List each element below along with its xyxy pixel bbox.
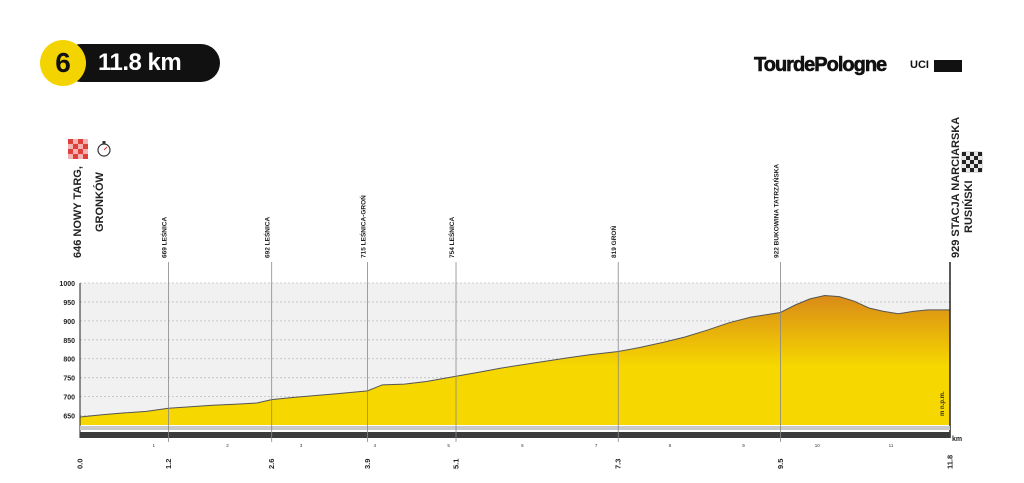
- finish-flag-cell: [966, 160, 970, 164]
- x-minor-tick-label: 5: [447, 443, 450, 448]
- start-flag-cell: [78, 144, 83, 149]
- x-unit-label: km: [952, 436, 962, 443]
- x-minor-tick-label: 8: [669, 443, 672, 448]
- x-km-label: 7.3: [614, 459, 623, 469]
- start-flag-cell: [68, 149, 73, 154]
- finish-flag-cell: [966, 152, 970, 156]
- elevation-line: [79, 294, 950, 418]
- finish-flag-cell: [962, 156, 966, 160]
- finish-flag-cell: [970, 152, 974, 156]
- start-label: 646 NOWY TARG,: [72, 166, 84, 258]
- finish-flag-cell: [978, 164, 982, 168]
- waypoint-label: 715 LEŚNICA-GROŃ: [359, 195, 368, 258]
- y-tick-label: 750: [63, 376, 75, 383]
- y-unit-label: m n.p.m.: [940, 391, 946, 416]
- distance-pill: [62, 44, 220, 82]
- x-km-label: 3.9: [363, 459, 372, 469]
- waypoint-label: 819 GROŃ: [609, 226, 618, 258]
- start-flag-cell: [83, 149, 88, 154]
- finish-flag-cell: [974, 168, 978, 172]
- x-minor-tick-label: 6: [521, 443, 524, 448]
- start-flag-cell: [68, 139, 73, 144]
- y-tick-label: 650: [63, 414, 75, 421]
- waypoint-label: 692 LEŚNICA: [263, 217, 272, 258]
- x-km-label: 5.1: [452, 459, 461, 469]
- start-flag-icon: [68, 139, 88, 159]
- finish-flag-cell: [962, 152, 966, 156]
- start-flag-cell: [68, 144, 73, 149]
- x-km-label: 0.0: [76, 459, 85, 469]
- stage-number: 6: [40, 40, 86, 86]
- finish-flag-cell: [970, 160, 974, 164]
- waypoint-label: 754 LEŚNICA: [447, 217, 456, 258]
- finish-label-line2: RUSIŃSKI: [962, 180, 975, 233]
- finish-flag-cell: [978, 160, 982, 164]
- start-flag-cell: [73, 144, 78, 149]
- start-flag-cell: [78, 149, 83, 154]
- stopwatch-icon: [97, 141, 111, 157]
- start-flag-cell: [83, 154, 88, 159]
- x-minor-tick-label: 3: [300, 443, 303, 448]
- y-tick-label: 900: [63, 319, 75, 326]
- x-km-label: 2.6: [267, 459, 276, 469]
- stage-distance: 11.8 km: [98, 49, 182, 76]
- start-flag-cell: [83, 144, 88, 149]
- finish-flag-cell: [966, 164, 970, 168]
- stage-badge: 6 11.8 km: [40, 40, 222, 86]
- finish-flag-cell: [962, 160, 966, 164]
- finish-flag-cell: [974, 164, 978, 168]
- x-minor-tick-label: 7: [595, 443, 598, 448]
- race-logo-text: TourdePologne: [754, 54, 888, 77]
- uci-logo: UCI: [910, 59, 929, 71]
- finish-flag-cell: [978, 152, 982, 156]
- road-band-dark: [80, 432, 950, 438]
- x-km-label: 1.2: [164, 459, 173, 469]
- finish-flag-cell: [970, 156, 974, 160]
- finish-flag-cell: [966, 168, 970, 172]
- x-minor-tick-label: 2: [226, 443, 229, 448]
- x-minor-tick-label: 9: [742, 443, 745, 448]
- finish-flag-cell: [962, 164, 966, 168]
- road-band-light: [80, 426, 950, 430]
- x-minor-tick-label: 11: [889, 443, 894, 448]
- x-minor-tick-label: 1: [152, 443, 155, 448]
- finish-flag-icon: [961, 151, 983, 173]
- finish-flag-cell: [974, 156, 978, 160]
- x-minor-tick-label: 4: [374, 443, 377, 448]
- stopwatch-hand: [103, 146, 108, 151]
- finish-flag-cell: [970, 164, 974, 168]
- y-tick-label: 850: [63, 338, 75, 345]
- x-km-label: 9.5: [776, 459, 785, 469]
- start-flag-cell: [78, 139, 83, 144]
- finish-flag-cell: [970, 168, 974, 172]
- stopwatch-crown: [102, 141, 106, 144]
- y-tick-label: 800: [63, 357, 75, 364]
- start-flag-cell: [73, 149, 78, 154]
- finish-flag-cell: [962, 168, 966, 172]
- y-tick-label: 700: [63, 395, 75, 402]
- start-flag-cell: [68, 154, 73, 159]
- finish-label: 929 STACJA NARCIARSKA: [950, 117, 962, 258]
- world-tour-logo: [934, 60, 962, 72]
- finish-flag-cell: [974, 152, 978, 156]
- elevation-area: [80, 295, 950, 425]
- x-minor-tick-label: 10: [815, 443, 821, 448]
- finish-flag-cell: [974, 160, 978, 164]
- waypoint-label: 922 BUKOWINA TATRZAŃSKA: [771, 164, 780, 258]
- start-flag-cell: [73, 139, 78, 144]
- start-flag-cell: [83, 139, 88, 144]
- start-flag-cell: [73, 154, 78, 159]
- finish-flag-cell: [978, 156, 982, 160]
- waypoint-label: 669 LEŚNICA: [159, 217, 168, 258]
- finish-flag-cell: [966, 156, 970, 160]
- y-tick-label: 1000: [59, 281, 75, 288]
- x-km-label: 11.8: [946, 455, 955, 469]
- start-label-line2: GRONKÓW: [93, 172, 106, 233]
- finish-flag-cell: [978, 168, 982, 172]
- y-tick-label: 950: [63, 300, 75, 307]
- start-flag-cell: [78, 154, 83, 159]
